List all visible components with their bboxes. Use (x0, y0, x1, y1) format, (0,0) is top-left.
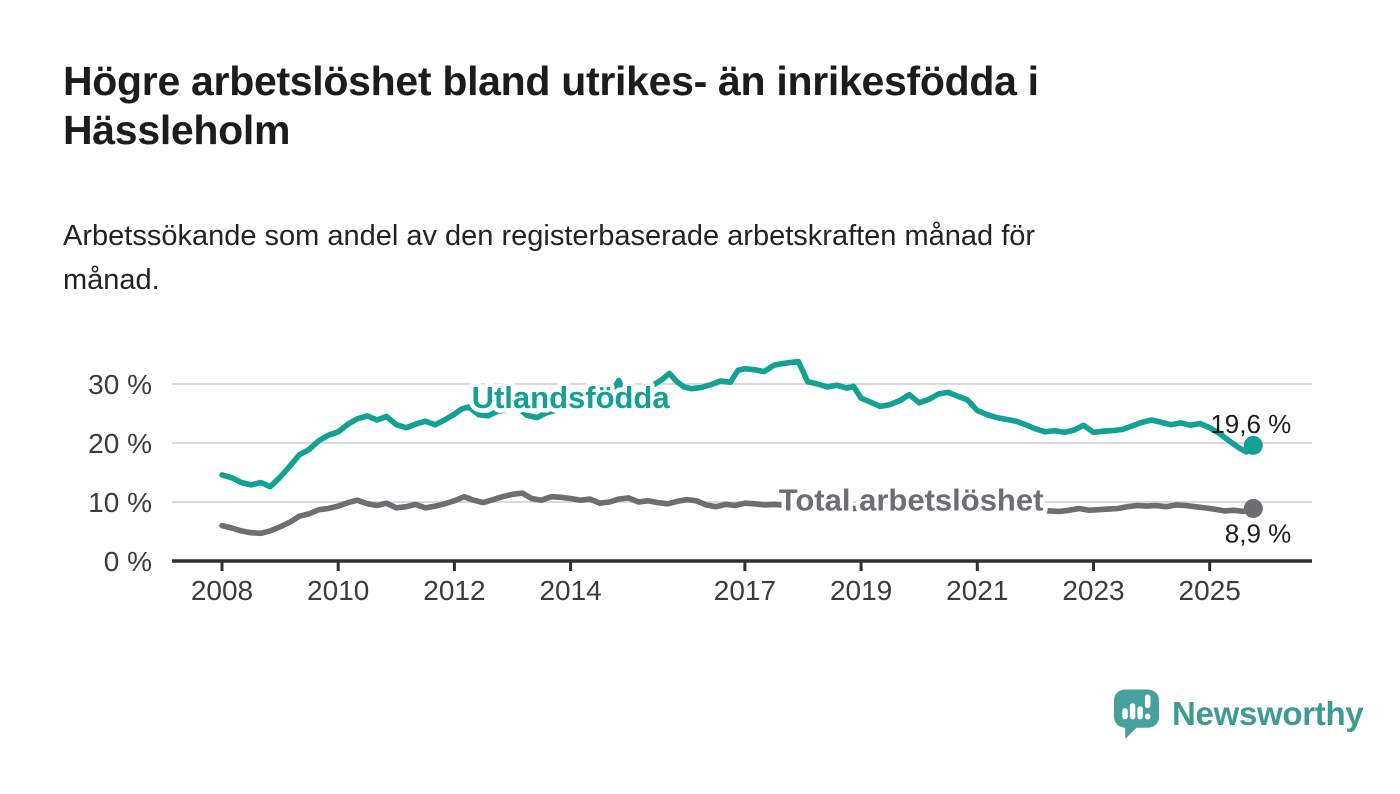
x-axis-label-2025: 2025 (1179, 575, 1241, 606)
x-axis-label-2008: 2008 (191, 575, 253, 606)
newsworthy-speech-bubble-bar-chart-icon (1113, 689, 1160, 739)
x-axis-label-2019: 2019 (830, 575, 892, 606)
x-axis-label-2012: 2012 (423, 575, 485, 606)
x-axis-label-2023: 2023 (1062, 575, 1124, 606)
x-axis-label-2014: 2014 (539, 575, 601, 606)
chart-subtitle: Arbetssökande som andel av den registerb… (63, 214, 1035, 302)
page-title-line-2: Hässleholm (63, 107, 291, 153)
y-axis-label-20: 20 % (88, 428, 152, 459)
page-title: Högre arbetslöshet bland utrikes- än inr… (63, 57, 1039, 155)
end-dot-utlandsfodda (1243, 435, 1263, 455)
series-label-utlandsfodda: Utlandsfödda (472, 380, 671, 415)
series-line-total-arbetsloshet (219, 490, 1257, 537)
y-axis-label-0: 0 % (104, 546, 152, 577)
end-dot-total-arbetsloshet (1243, 499, 1263, 518)
series-label-total-arbetsloshet: Total arbetslöshet (779, 482, 1044, 517)
x-axis-label-2010: 2010 (307, 575, 369, 606)
x-axis-label-2021: 2021 (946, 575, 1008, 606)
x-axis-label-2017: 2017 (714, 575, 776, 606)
y-axis-label-10: 10 % (88, 487, 152, 518)
y-axis-label-30: 30 % (88, 369, 152, 400)
page-title-line-1: Högre arbetslöshet bland utrikes- än inr… (63, 58, 1039, 104)
end-value-label-total-arbetsloshet: 8,9 % (1225, 519, 1292, 549)
end-value-label-utlandsfodda: 19,6 % (1210, 409, 1291, 439)
series-line-utlandsfodda (219, 358, 1257, 490)
chart-subtitle-line-1: Arbetssökande som andel av den registerb… (63, 220, 1036, 252)
chart-subtitle-line-2: månad. (63, 264, 160, 296)
brand-wordmark: Newsworthy (1172, 695, 1364, 732)
newsworthy-brand: Newsworthy (1112, 686, 1364, 742)
